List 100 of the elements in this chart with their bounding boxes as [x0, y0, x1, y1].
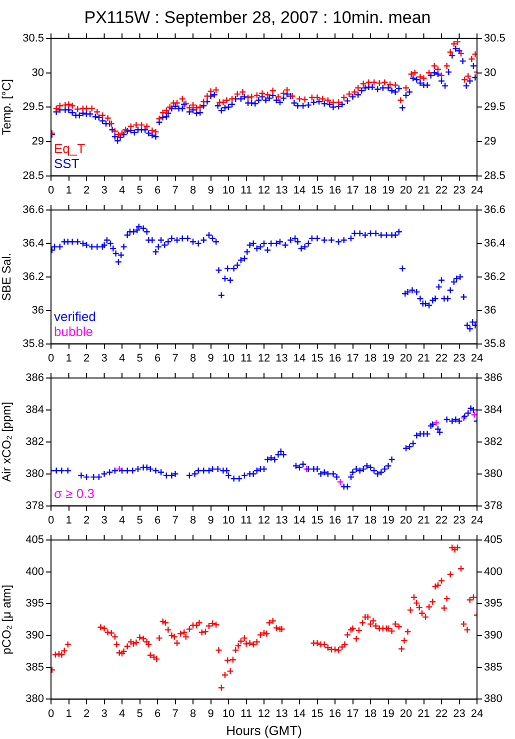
x-tick-label: 5: [136, 708, 143, 720]
y-tick-label: 36.2: [22, 270, 44, 283]
x-tick-label: 21: [418, 514, 430, 526]
y2-tick-label: 395: [484, 598, 502, 610]
x-tick-label: 0: [48, 352, 54, 364]
x-tick-label: 0: [48, 514, 54, 526]
x-tick-label: 19: [382, 184, 394, 196]
x-tick-label: 10: [222, 184, 235, 196]
x-tick-label: 20: [400, 514, 412, 526]
x-tick-label: 8: [190, 708, 196, 720]
x-tick-label: 18: [364, 184, 377, 196]
x-tick-label: 14: [293, 352, 306, 364]
y-tick-label: 380: [26, 468, 44, 480]
x-tick-label: 19: [382, 352, 394, 364]
y-tick-label: 395: [26, 598, 44, 610]
x-tick-label: 24: [470, 708, 484, 720]
x-tick-label: 6: [154, 708, 161, 720]
y2-tick-label: 36.2: [484, 270, 506, 283]
x-tick-label: 15: [311, 514, 324, 526]
x-tick-label: 9: [208, 184, 214, 196]
x-tick-label: 1: [66, 514, 72, 526]
y2-tick-label: 30.5: [484, 32, 506, 44]
y-axis-title: Temp. [°C]: [0, 79, 14, 136]
point: [470, 411, 477, 418]
y2-tick-label: 30: [484, 66, 496, 79]
x-tick-label: 13: [276, 352, 288, 364]
y2-tick-label: 35.8: [484, 338, 506, 350]
x-tick-label: 13: [276, 708, 288, 720]
x-tick-label: 3: [101, 184, 108, 196]
x-tick-label: 19: [382, 708, 394, 720]
x-tick-label: 20: [400, 708, 412, 720]
x-tick-label: 5: [136, 352, 143, 364]
x-tick-label: 21: [418, 184, 430, 196]
x-tick-label: 15: [311, 184, 324, 196]
y2-tick-label: 400: [484, 566, 502, 578]
y2-tick-label: 29.5: [484, 101, 506, 114]
y-tick-label: 382: [26, 436, 44, 448]
y2-tick-label: 405: [484, 534, 502, 546]
x-tick-label: 5: [136, 514, 143, 526]
x-tick-label: 6: [154, 514, 161, 526]
x-tick-label: 8: [190, 184, 196, 196]
x-tick-label: 17: [346, 708, 359, 720]
y2-tick-label: 384: [484, 404, 502, 416]
x-tick-label: 17: [346, 352, 359, 364]
x-tick-label: 23: [453, 352, 466, 364]
y2-tick-label: 382: [484, 436, 502, 448]
x-tick-label: 11: [240, 708, 252, 720]
y2-tick-label: 36: [484, 304, 496, 316]
x-tick-label: 14: [293, 184, 306, 196]
x-tick-label: 8: [190, 514, 196, 526]
legend-label: bubble: [54, 324, 94, 339]
y2-tick-label: 36.6: [484, 204, 506, 216]
y2-tick-label: 385: [484, 661, 502, 674]
y-tick-label: 380: [26, 693, 44, 706]
x-tick-label: 14: [293, 708, 306, 720]
x-tick-label: 23: [453, 184, 466, 196]
text: verified: [54, 308, 96, 324]
x-tick-label: 10: [222, 708, 235, 720]
y-tick-label: 36.6: [22, 204, 44, 216]
x-tick-label: 24: [470, 352, 484, 364]
x-axis-title: Hours (GMT): [226, 722, 302, 738]
y-tick-label: 30.5: [22, 32, 44, 44]
x-tick-label: 2: [83, 708, 90, 720]
x-tick-label: 14: [293, 514, 306, 526]
x-tick-label: 21: [418, 708, 430, 720]
y-tick-label: 386: [26, 372, 44, 384]
x-tick-label: 23: [453, 514, 466, 526]
x-tick-label: 10: [222, 352, 235, 364]
x-tick-label: 24: [470, 514, 484, 526]
x-tick-label: 7: [172, 184, 178, 196]
x-tick-label: 3: [101, 708, 108, 720]
x-tick-label: 20: [400, 352, 412, 364]
y-tick-label: 405: [26, 534, 44, 546]
x-tick-label: 16: [328, 184, 342, 196]
x-tick-label: 12: [258, 708, 270, 720]
x-tick-label: 1: [66, 708, 72, 720]
y2-tick-label: 380: [484, 693, 502, 706]
point: [336, 478, 344, 486]
y-tick-label: 390: [26, 630, 44, 642]
y2-tick-label: 386: [484, 372, 502, 384]
x-tick-label: 4: [118, 708, 126, 720]
x-tick-label: 17: [346, 184, 359, 196]
x-tick-label: 9: [208, 514, 214, 526]
x-tick-label: 12: [258, 184, 270, 196]
y-tick-label: 385: [26, 661, 44, 674]
x-tick-label: 6: [154, 352, 161, 364]
y-tick-label: 29.5: [22, 101, 44, 114]
y2-tick-label: 380: [484, 468, 502, 480]
x-tick-label: 4: [118, 184, 126, 196]
x-tick-label: 11: [240, 184, 252, 196]
x-tick-label: 7: [172, 514, 178, 526]
x-tick-label: 16: [328, 352, 342, 364]
x-tick-label: 4: [118, 514, 126, 526]
x-tick-label: 2: [83, 352, 90, 364]
x-tick-label: 24: [470, 184, 484, 196]
x-tick-label: 20: [400, 184, 412, 196]
x-tick-label: 18: [364, 352, 377, 364]
x-tick-label: 0: [48, 708, 54, 720]
x-tick-label: 23: [453, 708, 466, 720]
x-tick-label: 12: [258, 514, 270, 526]
